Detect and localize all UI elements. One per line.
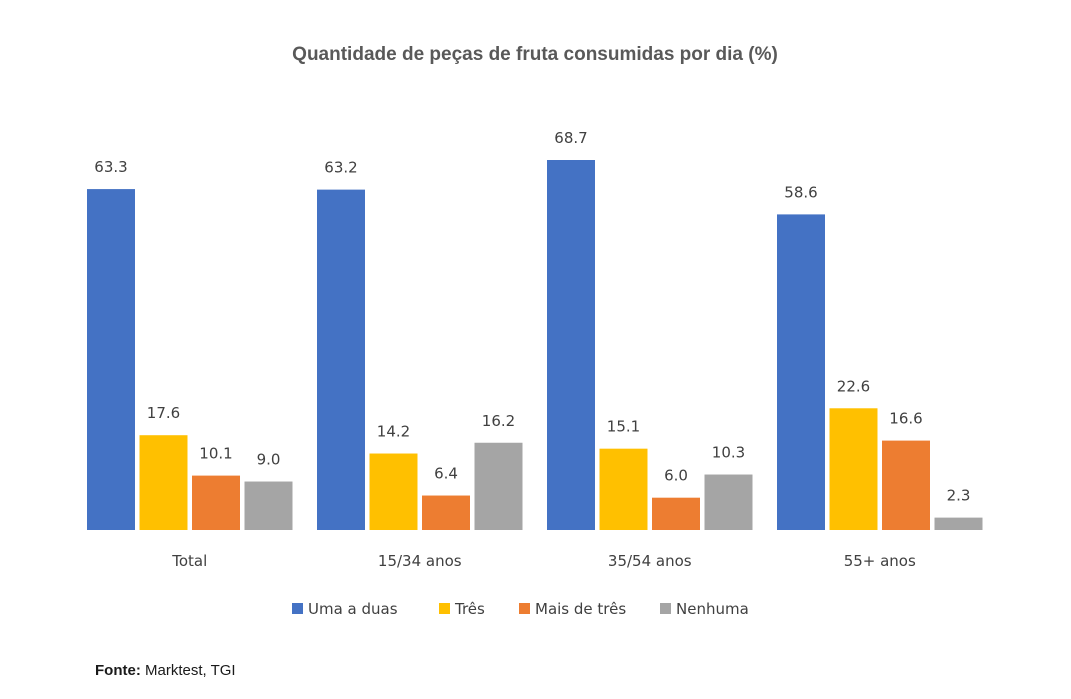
legend-item: Mais de três [519,600,626,618]
legend-swatch [439,603,450,614]
data-label: 15.1 [607,418,640,436]
bars-group [87,160,983,531]
data-label: 14.2 [377,423,410,441]
data-label: 10.1 [199,445,232,463]
data-label: 22.6 [837,377,870,395]
legend-swatch [660,603,671,614]
legend: Uma a duas Três Mais de três Nenhuma [292,600,749,618]
category-label: 55+ anos [844,552,916,570]
bar-nenhuma-1 [474,442,523,530]
legend-label: Mais de três [535,600,626,618]
data-label: 6.0 [664,467,688,485]
data-label: 68.7 [554,129,587,147]
bar-três-1 [369,453,418,530]
bar-mais-de-três-1 [422,495,470,530]
bar-nenhuma-0 [244,481,293,530]
legend-label: Uma a duas [308,600,398,618]
data-label: 9.0 [257,451,281,469]
legend-item: Nenhuma [660,600,749,618]
legend-label: Três [454,600,485,618]
data-label: 58.6 [784,183,817,201]
bar-uma-a-duas-3 [777,214,825,530]
data-labels-group: 63.3 17.6 10.1 9.0 63.2 14.2 6.4 16.2 68.7 15.1 6.… [94,129,970,505]
data-label: 17.6 [147,404,180,422]
bar-uma-a-duas-1 [317,189,365,531]
data-label: 63.3 [94,158,127,176]
bar-uma-a-duas-0 [87,189,135,531]
data-label: 2.3 [947,487,971,505]
data-label: 6.4 [434,465,458,483]
data-label: 16.2 [482,412,515,430]
bar-nenhuma-3 [934,517,983,530]
data-label: 63.2 [324,159,357,177]
bar-nenhuma-2 [704,474,753,530]
bar-três-2 [599,448,648,530]
data-label: 10.3 [712,444,745,462]
bar-três-0 [139,435,188,530]
legend-label: Nenhuma [676,600,749,618]
category-label: 35/54 anos [608,552,692,570]
source-label: Fonte: [95,662,141,679]
bar-uma-a-duas-2 [547,160,595,530]
legend-item: Três [439,600,485,618]
source-text: Marktest, TGI [140,662,236,679]
category-label: 15/34 anos [378,552,462,570]
category-label: Total [171,552,207,570]
legend-swatch [292,603,303,614]
bar-três-3 [829,408,878,530]
bar-mais-de-três-2 [652,497,700,530]
bar-mais-de-três-0 [192,475,240,530]
legend-swatch [519,603,530,614]
source-note: Fonte: Marktest, TGI [95,662,236,679]
category-labels-group: Total 15/34 anos 35/54 anos 55+ anos [171,552,916,570]
data-label: 16.6 [889,410,922,428]
chart-title: Quantidade de peças de fruta consumidas … [292,44,778,65]
bar-mais-de-três-3 [882,440,930,530]
legend-item: Uma a duas [292,600,398,618]
